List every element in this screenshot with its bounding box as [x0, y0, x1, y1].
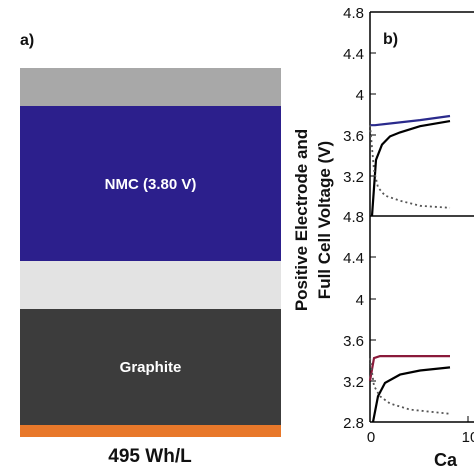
energy-density-label: 495 Wh/L — [108, 446, 192, 467]
series-line-0-1 — [370, 120, 451, 217]
cell-stack-panel: a) NMC (3.80 V) Graphite 495 Wh/L — [20, 32, 281, 467]
y-tick-label: 3.6 — [343, 333, 364, 350]
series-line-0-2 — [369, 125, 451, 209]
y-tick-label: 4.8 — [343, 209, 364, 226]
panel-b-label: b) — [383, 31, 398, 48]
y-tick-label: 4 — [356, 87, 364, 104]
series-line-0-0 — [370, 114, 451, 127]
x-tick-label: 0 — [367, 429, 375, 446]
x-axis-label: Ca — [434, 450, 458, 470]
top-current-collector — [20, 68, 281, 106]
nmc-label: NMC (3.80 V) — [104, 176, 197, 193]
bottom-current-collector — [20, 425, 281, 437]
chart-curves — [368, 114, 451, 423]
series-line-1-0 — [368, 355, 450, 381]
separator-layer — [20, 261, 281, 309]
y-tick-label: 4.8 — [343, 5, 364, 22]
y-axis-label-line1: Positive Electrode and — [292, 129, 311, 311]
y-tick-label: 3.2 — [343, 169, 364, 186]
y-tick-label: 4.4 — [343, 250, 364, 267]
series-line-1-1 — [371, 366, 451, 423]
y-tick-label: 3.2 — [343, 374, 364, 391]
y-tick-label: 3.6 — [343, 128, 364, 145]
nmc-layer: NMC (3.80 V) — [20, 106, 281, 261]
y-tick-label: 4 — [356, 292, 364, 309]
y-axis-label-line2: Full Cell Voltage (V) — [315, 141, 334, 299]
y-tick-label: 4.4 — [343, 46, 364, 63]
graphite-label: Graphite — [119, 359, 182, 376]
x-tick-label: 10 — [462, 429, 474, 446]
graphite-layer: Graphite — [20, 309, 281, 425]
panel-a-label: a) — [20, 32, 35, 49]
series-line-1-2 — [369, 357, 451, 415]
y-tick-label: 2.8 — [343, 415, 364, 432]
